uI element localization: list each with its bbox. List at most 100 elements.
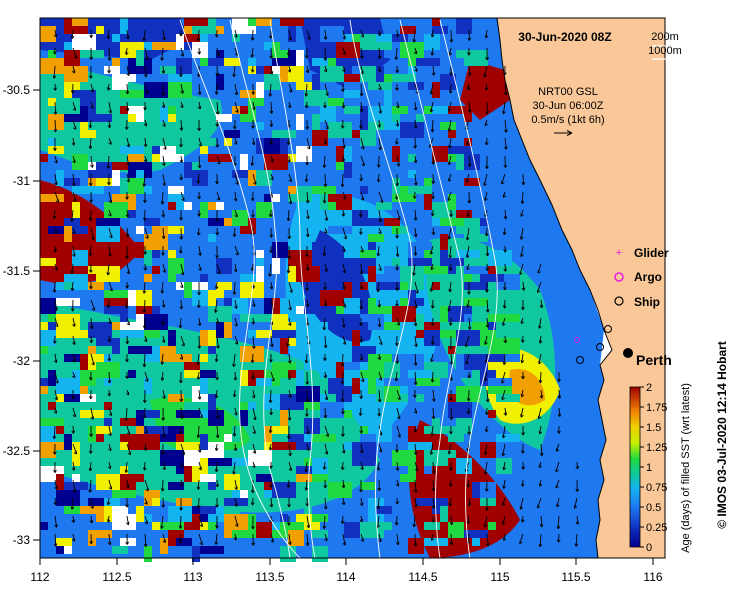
field-pixel — [64, 98, 80, 114]
current-arrow — [269, 263, 272, 277]
current-arrow — [234, 173, 239, 185]
current-arrowhead — [395, 541, 400, 546]
current-arrowhead — [55, 199, 60, 203]
field-pixel — [232, 210, 248, 226]
current-arrow — [521, 191, 524, 204]
current-arrowhead — [376, 179, 381, 183]
current-arrow — [450, 533, 453, 545]
current-arrowhead — [521, 287, 526, 291]
current-arrowhead — [377, 55, 382, 60]
field-pixel — [368, 234, 384, 242]
current-arrowhead — [251, 321, 255, 325]
field-pixel — [72, 186, 96, 194]
field-pixel — [360, 370, 384, 378]
current-arrowhead — [376, 164, 381, 168]
current-arrowhead — [289, 89, 293, 93]
land-mass — [496, 17, 666, 559]
field-pixel — [144, 546, 152, 562]
current-arrowhead — [431, 519, 435, 523]
field-pixel — [56, 474, 64, 490]
field-pixel — [272, 530, 280, 538]
current-arrowhead — [214, 395, 219, 399]
current-arrowhead — [323, 506, 328, 510]
field-pixel — [344, 74, 360, 82]
current-arrowhead — [449, 39, 454, 43]
current-arrowhead — [71, 70, 76, 74]
field-pixel — [248, 314, 272, 322]
field-pixel — [104, 202, 128, 218]
current-arrowhead — [430, 322, 435, 326]
current-arrowhead — [395, 235, 399, 239]
field-pixel — [360, 130, 376, 146]
current-arrow — [234, 479, 238, 490]
current-arrowhead — [269, 141, 273, 145]
current-arrowhead — [143, 143, 148, 148]
current-arrow — [90, 317, 93, 329]
field-pixel — [96, 226, 120, 242]
current-arrowhead — [162, 466, 166, 471]
current-arrowhead — [324, 217, 328, 221]
current-arrowhead — [414, 304, 418, 309]
field-pixel — [312, 58, 328, 66]
field-pixel — [112, 322, 120, 330]
current-arrow — [143, 407, 146, 419]
current-arrow — [161, 353, 164, 365]
field-pixel — [376, 306, 392, 314]
current-arrowhead — [449, 267, 453, 271]
field-pixel — [440, 74, 456, 90]
field-pixel — [408, 170, 416, 178]
current-arrowhead — [125, 233, 130, 238]
current-arrowhead — [466, 520, 471, 525]
current-arrowhead — [251, 376, 255, 380]
current-arrowhead — [161, 304, 166, 308]
field-pixel — [424, 450, 448, 466]
field-pixel — [112, 58, 120, 66]
current-arrowhead — [340, 381, 345, 385]
current-arrowhead — [288, 394, 292, 399]
current-arrow — [502, 425, 506, 438]
current-arrowhead — [250, 197, 255, 202]
current-arrowhead — [449, 521, 454, 526]
current-arrowhead — [322, 200, 327, 204]
current-arrow — [305, 173, 308, 182]
field-pixel — [80, 122, 88, 138]
field-pixel — [192, 546, 200, 562]
current-arrowhead — [197, 91, 202, 95]
city-label-perth: Perth — [636, 352, 672, 368]
current-arrowhead — [109, 234, 113, 239]
field-pixel — [168, 202, 176, 210]
x-tick-label: 114.5 — [408, 570, 437, 584]
current-arrowhead — [324, 396, 328, 401]
current-arrowhead — [107, 320, 112, 324]
current-arrowhead — [289, 289, 293, 293]
current-arrowhead — [413, 125, 418, 129]
current-arrow — [575, 533, 578, 547]
current-arrowhead — [538, 325, 542, 329]
field-pixel — [224, 434, 232, 442]
field-pixel — [360, 282, 368, 290]
field-pixel — [424, 34, 432, 50]
current-arrowhead — [179, 217, 183, 221]
current-arrow — [287, 263, 290, 274]
current-arrowhead — [53, 501, 58, 506]
current-arrowhead — [54, 267, 58, 271]
field-pixel — [456, 386, 480, 402]
current-arrow — [126, 65, 130, 76]
field-pixel — [432, 26, 448, 34]
current-arrowhead — [484, 87, 489, 91]
current-arrowhead — [108, 213, 112, 217]
current-arrowhead — [70, 218, 75, 222]
field-pixel — [56, 546, 64, 554]
current-arrowhead — [125, 391, 130, 396]
colorbar-tick-label: 1.5 — [646, 422, 661, 434]
field-pixel — [392, 178, 400, 194]
current-arrowhead — [53, 340, 57, 344]
field-pixel — [256, 250, 264, 258]
credit-text: © IMOS 03-Jul-2020 12:14 Hobart — [715, 341, 729, 529]
current-arrowhead — [466, 304, 471, 308]
current-arrowhead — [361, 146, 365, 150]
current-arrowhead — [304, 93, 309, 97]
field-pixel — [344, 90, 360, 98]
plot-border — [39, 17, 666, 559]
current-arrowhead — [72, 107, 76, 111]
